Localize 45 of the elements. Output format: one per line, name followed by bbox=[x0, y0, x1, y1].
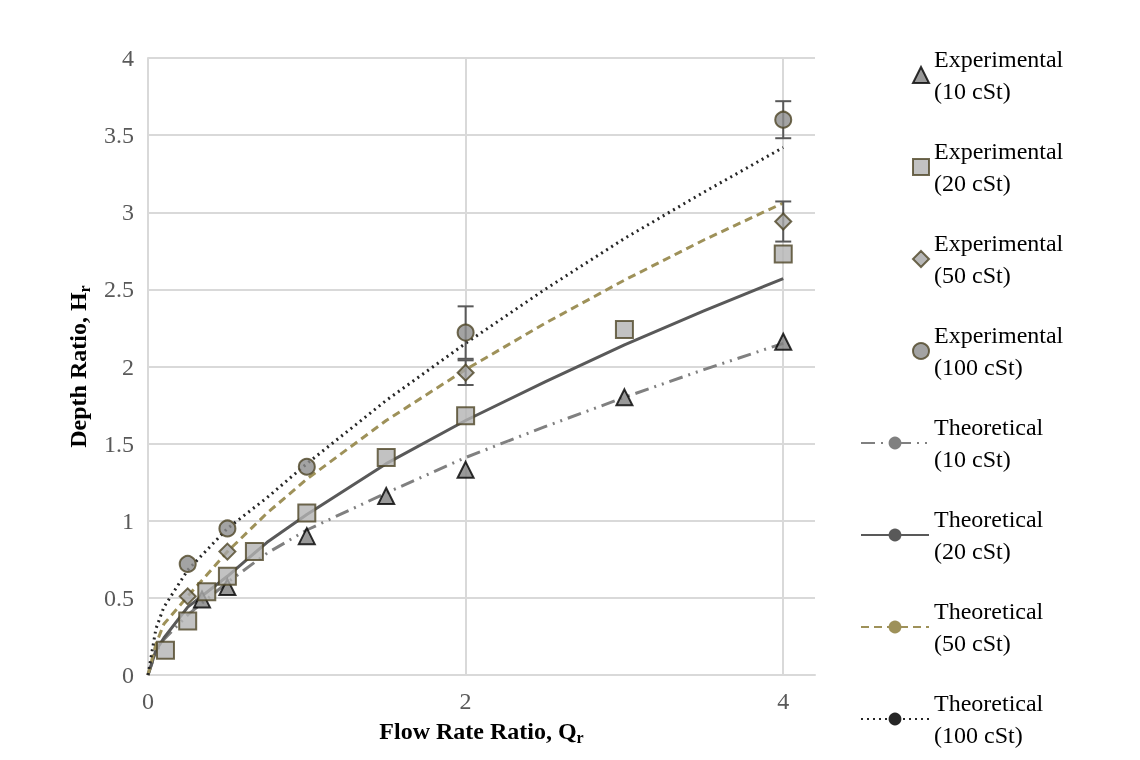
legend-label: Experimental (10 cSt) bbox=[934, 46, 1070, 104]
point bbox=[297, 527, 316, 546]
legend-label: Theoretical (10 cSt) bbox=[934, 414, 1050, 472]
point bbox=[456, 323, 475, 342]
point bbox=[297, 457, 316, 476]
point bbox=[456, 460, 475, 479]
point bbox=[774, 332, 793, 351]
point bbox=[774, 212, 793, 231]
y-tick-label: 3.5 bbox=[104, 122, 134, 149]
point bbox=[456, 363, 475, 382]
x-tick-label: 0 bbox=[142, 688, 154, 714]
legend-label: Experimental (50 cSt) bbox=[934, 230, 1070, 288]
point bbox=[297, 503, 317, 523]
point bbox=[178, 587, 197, 606]
legend-label: Theoretical (100 cSt) bbox=[934, 690, 1050, 748]
point bbox=[376, 448, 396, 468]
point bbox=[377, 487, 396, 506]
point bbox=[218, 519, 237, 538]
point bbox=[155, 640, 175, 660]
point bbox=[197, 582, 217, 602]
point bbox=[178, 611, 198, 631]
point bbox=[244, 542, 264, 562]
point bbox=[773, 244, 793, 264]
legend-label: Experimental (100 cSt) bbox=[934, 322, 1070, 380]
point bbox=[456, 406, 476, 426]
y-axis-title: Depth Ratio, Hr bbox=[65, 285, 93, 448]
point bbox=[218, 542, 237, 561]
y-tick-label: 3 bbox=[122, 199, 134, 226]
y-tick-label: 0.5 bbox=[104, 584, 134, 611]
point bbox=[615, 388, 634, 407]
y-tick-label: 2.5 bbox=[104, 276, 134, 303]
legend-label: Theoretical (20 cSt) bbox=[934, 506, 1050, 564]
y-tick-label: 0 bbox=[122, 662, 134, 688]
x-tick-label: 2 bbox=[459, 688, 472, 714]
point bbox=[614, 319, 634, 339]
x-tick-label: 4 bbox=[777, 688, 790, 714]
point bbox=[217, 566, 237, 586]
y-tick-label: 1.5 bbox=[104, 430, 134, 457]
y-tick-label: 4 bbox=[122, 45, 134, 71]
point bbox=[774, 110, 793, 129]
y-tick-label: 1 bbox=[122, 507, 134, 534]
legend-label: Experimental (20 cSt) bbox=[934, 138, 1070, 196]
y-tick-label: 2 bbox=[122, 353, 134, 380]
point bbox=[178, 554, 197, 573]
legend-label: Theoretical (50 cSt) bbox=[934, 598, 1050, 656]
